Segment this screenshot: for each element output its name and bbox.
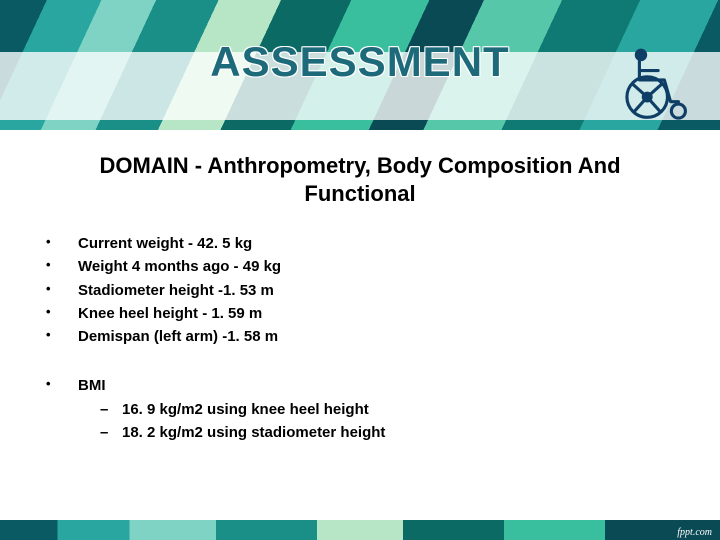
bullet-icon: • [40,255,78,275]
sub-item-text: 18. 2 kg/m2 using stadiometer height [122,421,385,444]
bullet-icon: • [40,325,78,345]
bullet-icon: • [40,374,78,394]
list-item: • BMI [40,374,660,397]
content-area: • Current weight - 42. 5 kg • Weight 4 m… [40,232,660,444]
footer-band: fppt.com [0,520,720,540]
list-item: • Weight 4 months ago - 49 kg [40,255,660,278]
list-item-text: Current weight - 42. 5 kg [78,232,252,255]
list-item-text: Stadiometer height -1. 53 m [78,279,274,302]
slide-title: ASSESSMENT [0,38,720,86]
footer-credit: fppt.com [677,527,712,538]
bmi-label: BMI [78,374,106,397]
sub-list-item: – 16. 9 kg/m2 using knee heel height [40,398,660,421]
list-item: • Demispan (left arm) -1. 58 m [40,325,660,348]
slide: ASSESSMENT DOMAIN - Anthropometry, Body … [0,0,720,540]
list-item-text: Demispan (left arm) -1. 58 m [78,325,278,348]
measurements-list: • Current weight - 42. 5 kg • Weight 4 m… [40,232,660,348]
list-item-text: Weight 4 months ago - 49 kg [78,255,281,278]
sub-list-item: – 18. 2 kg/m2 using stadiometer height [40,421,660,444]
dash-icon: – [100,398,122,421]
sub-item-text: 16. 9 kg/m2 using knee heel height [122,398,369,421]
domain-subtitle: DOMAIN - Anthropometry, Body Composition… [70,152,650,207]
bullet-icon: • [40,302,78,322]
list-item-text: Knee heel height - 1. 59 m [78,302,262,325]
wheelchair-icon [616,44,694,122]
bullet-icon: • [40,279,78,299]
bullet-icon: • [40,232,78,252]
bmi-block: • BMI – 16. 9 kg/m2 using knee heel heig… [40,374,660,444]
list-item: • Stadiometer height -1. 53 m [40,279,660,302]
list-item: • Current weight - 42. 5 kg [40,232,660,255]
list-item: • Knee heel height - 1. 59 m [40,302,660,325]
dash-icon: – [100,421,122,444]
